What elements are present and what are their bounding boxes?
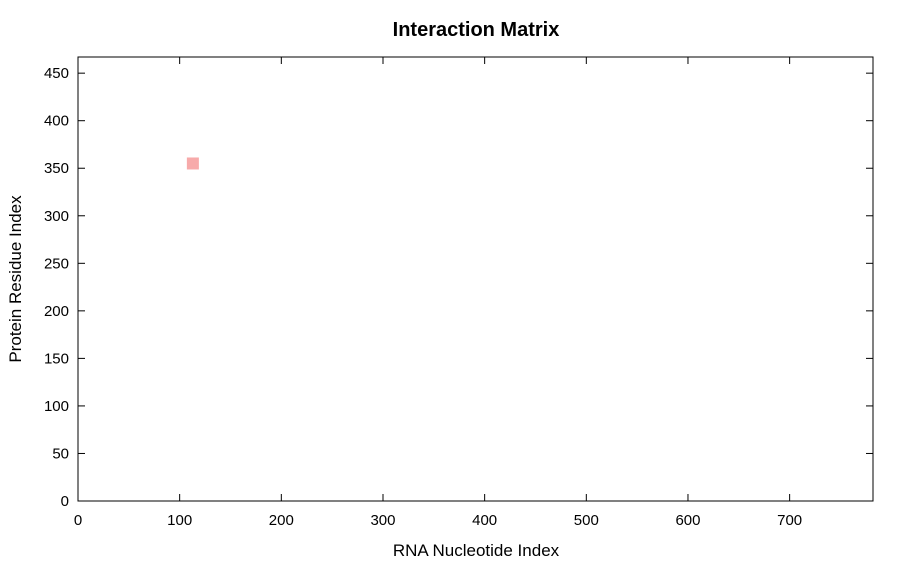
chart-title: Interaction Matrix bbox=[393, 19, 560, 41]
x-tick-label: 300 bbox=[370, 512, 395, 529]
y-axis-label: Protein Residue Index bbox=[6, 195, 25, 363]
y-tick-label: 200 bbox=[44, 303, 69, 320]
y-tick-label: 0 bbox=[61, 493, 69, 510]
y-axis-ticks: 0 50 100 150 200 250 300 350 400 450 bbox=[44, 65, 873, 510]
data-marks bbox=[186, 157, 199, 170]
x-tick-label: 700 bbox=[777, 512, 802, 529]
x-tick-label: 500 bbox=[574, 512, 599, 529]
x-axis-ticks: 0 100 200 300 400 500 600 700 bbox=[74, 57, 802, 529]
y-tick-label: 50 bbox=[52, 445, 69, 462]
y-tick-label: 300 bbox=[44, 208, 69, 225]
y-tick-label: 100 bbox=[44, 398, 69, 415]
x-tick-label: 600 bbox=[675, 512, 700, 529]
y-tick-label: 350 bbox=[44, 160, 69, 177]
x-tick-label: 0 bbox=[74, 512, 82, 529]
x-tick-label: 200 bbox=[269, 512, 294, 529]
y-tick-label: 400 bbox=[44, 113, 69, 130]
x-axis-label: RNA Nucleotide Index bbox=[393, 541, 560, 560]
interaction-cell bbox=[186, 157, 199, 170]
plot-area-frame bbox=[77, 56, 874, 502]
y-tick-label: 450 bbox=[44, 65, 69, 82]
y-tick-label: 150 bbox=[44, 350, 69, 367]
y-tick-label: 250 bbox=[44, 255, 69, 272]
x-tick-label: 400 bbox=[472, 512, 497, 529]
x-tick-label: 100 bbox=[167, 512, 192, 529]
